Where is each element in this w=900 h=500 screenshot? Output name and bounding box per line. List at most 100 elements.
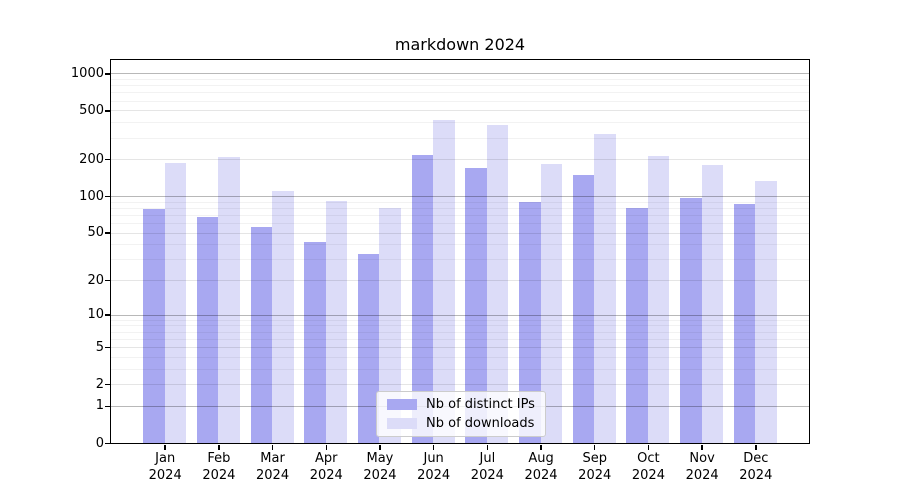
x-tick-label: Mar 2024 xyxy=(241,450,305,484)
bar-distinct-ips xyxy=(680,197,702,443)
x-tick-year: 2024 xyxy=(739,468,773,483)
gridline xyxy=(111,232,809,234)
bars-layer xyxy=(111,60,809,443)
y-tick-label: 0 xyxy=(95,435,104,451)
bar-downloads xyxy=(701,165,724,443)
y-tick-mark xyxy=(104,383,110,386)
x-tick-label: Sep 2024 xyxy=(563,450,627,484)
x-tick-mark xyxy=(486,445,489,450)
gridline xyxy=(111,223,809,225)
bar-downloads xyxy=(379,207,401,443)
y-tick-mark xyxy=(104,110,110,112)
gridline xyxy=(111,100,809,102)
gridline xyxy=(111,331,809,333)
y-tick-label: 5 xyxy=(95,339,104,355)
x-tick-month: Aug xyxy=(528,451,554,466)
bar-distinct-ips xyxy=(411,154,434,443)
x-tick-year: 2024 xyxy=(363,468,397,483)
bar-distinct-ips xyxy=(626,207,648,443)
y-tick-mark xyxy=(104,195,110,198)
y-tick-mark xyxy=(104,442,110,445)
gridline xyxy=(111,207,809,209)
x-tick-year: 2024 xyxy=(148,468,182,483)
y-tick-label: 1 xyxy=(95,398,104,414)
x-tick-mark xyxy=(755,445,757,450)
legend-swatch-distinct-ips xyxy=(387,399,417,410)
x-tick-label: Jun 2024 xyxy=(402,450,466,484)
y-tick-mark xyxy=(104,405,110,408)
y-tick-label: 100 xyxy=(79,188,104,204)
gridline xyxy=(111,92,809,94)
x-tick-year: 2024 xyxy=(470,468,504,483)
bar-distinct-ips xyxy=(465,167,487,443)
bar-downloads xyxy=(325,201,348,443)
bar-distinct-ips xyxy=(196,217,219,443)
x-tick-year: 2024 xyxy=(309,468,343,483)
bar-distinct-ips xyxy=(733,204,756,443)
legend-item-downloads: Nb of downloads xyxy=(387,416,535,431)
x-tick-label: Oct 2024 xyxy=(616,450,680,484)
y-tick-label: 2 xyxy=(95,376,104,392)
x-tick-mark xyxy=(271,445,274,450)
x-tick-year: 2024 xyxy=(524,468,558,483)
x-tick-year: 2024 xyxy=(578,468,612,483)
gridline xyxy=(111,110,809,112)
y-tick-label: 50 xyxy=(87,225,104,241)
gridline xyxy=(111,214,809,216)
x-tick-mark xyxy=(218,445,220,450)
gridline xyxy=(111,356,809,358)
gridline xyxy=(111,259,809,261)
gridline xyxy=(111,78,809,80)
bar-distinct-ips xyxy=(572,175,595,443)
gridline xyxy=(111,280,809,282)
x-tick-label: Nov 2024 xyxy=(670,450,734,484)
y-tick-mark xyxy=(104,73,110,75)
y-tick-mark xyxy=(104,346,110,349)
x-tick-mark xyxy=(325,445,328,450)
gridline xyxy=(111,347,809,349)
legend: Nb of distinct IPs Nb of downloads xyxy=(376,391,546,437)
gridline xyxy=(111,85,809,87)
gridline xyxy=(111,137,809,139)
gridline xyxy=(111,319,809,321)
bar-downloads xyxy=(540,163,563,443)
gridline xyxy=(111,196,809,198)
gridline xyxy=(111,159,809,161)
x-tick-month: Sep xyxy=(582,451,607,466)
bar-distinct-ips xyxy=(519,202,541,443)
x-tick-year: 2024 xyxy=(256,468,290,483)
x-tick-year: 2024 xyxy=(631,468,665,483)
gridline xyxy=(111,73,809,75)
bar-downloads xyxy=(218,157,240,443)
y-tick-label: 10 xyxy=(87,307,104,323)
bar-distinct-ips xyxy=(304,241,326,443)
gridline xyxy=(111,325,809,327)
plot-area: Nb of distinct IPs Nb of downloads xyxy=(110,59,810,444)
x-tick-label: Aug 2024 xyxy=(509,450,573,484)
x-tick-label: May 2024 xyxy=(348,450,412,484)
x-tick-mark xyxy=(540,445,542,450)
bar-distinct-ips xyxy=(250,226,273,443)
x-tick-year: 2024 xyxy=(202,468,236,483)
x-tick-month: Nov xyxy=(689,451,715,466)
x-tick-label: Dec 2024 xyxy=(724,450,788,484)
x-tick-mark xyxy=(647,445,650,450)
legend-swatch-downloads xyxy=(387,418,417,429)
x-tick-mark xyxy=(593,445,596,450)
y-tick-mark xyxy=(104,279,110,282)
chart-title: markdown 2024 xyxy=(394,35,526,54)
legend-label-downloads: Nb of downloads xyxy=(426,416,535,431)
x-tick-label: Feb 2024 xyxy=(187,450,251,484)
x-tick-month: Dec xyxy=(743,451,769,466)
x-tick-year: 2024 xyxy=(417,468,451,483)
gridline xyxy=(111,122,809,124)
gridline xyxy=(111,368,809,370)
bar-downloads xyxy=(486,125,509,443)
bar-downloads xyxy=(433,120,455,443)
gridline xyxy=(111,314,809,316)
bar-distinct-ips xyxy=(357,254,380,443)
bar-distinct-ips xyxy=(143,209,165,443)
x-tick-month: Jan xyxy=(155,451,176,466)
y-tick-label: 20 xyxy=(87,272,104,288)
